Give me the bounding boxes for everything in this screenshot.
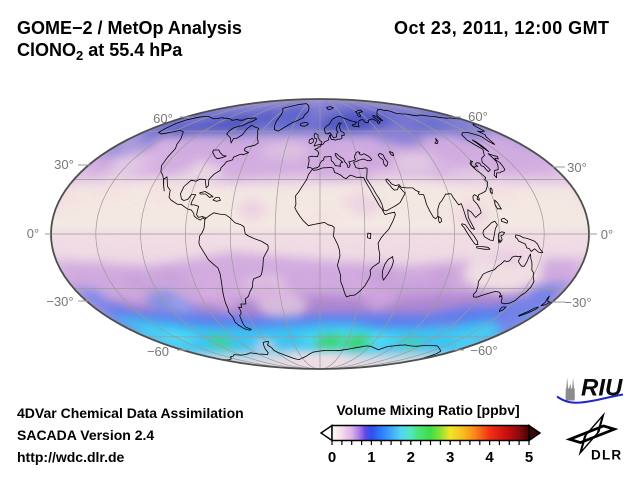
svg-text:Volume Mixing Ratio [ppbv]: Volume Mixing Ratio [ppbv] [336,402,519,418]
svg-text:0°: 0° [601,227,613,242]
svg-text:30°: 30° [54,157,74,172]
svg-text:0°: 0° [27,226,39,241]
svg-text:−60°: −60° [470,343,497,358]
svg-text:−60: −60 [147,344,169,359]
svg-text:DLR: DLR [591,448,622,463]
svg-text:RIU: RIU [581,375,623,402]
svg-text:0: 0 [328,449,336,466]
svg-text:3: 3 [446,449,454,466]
svg-text:30°: 30° [567,160,587,175]
svg-text:60°: 60° [468,109,488,124]
svg-text:4: 4 [485,449,494,466]
svg-text:−30°: −30° [46,294,73,309]
svg-text:1: 1 [367,449,375,466]
svg-text:60°: 60° [153,111,173,126]
svg-text:−30°: −30° [564,295,591,310]
svg-text:5: 5 [525,449,533,466]
svg-text:2: 2 [407,449,415,466]
